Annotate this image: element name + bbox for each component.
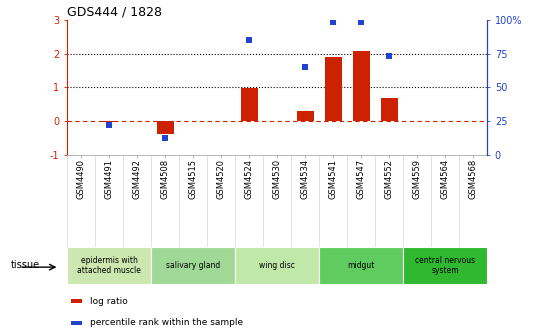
Text: GDS444 / 1828: GDS444 / 1828 <box>67 6 162 19</box>
Text: GSM4492: GSM4492 <box>133 159 142 199</box>
Text: GSM4530: GSM4530 <box>273 159 282 199</box>
Bar <box>325 57 342 121</box>
Text: percentile rank within the sample: percentile rank within the sample <box>90 318 244 327</box>
Text: GSM4491: GSM4491 <box>105 159 114 199</box>
Text: salivary gland: salivary gland <box>166 261 220 270</box>
Text: midgut: midgut <box>348 261 375 270</box>
Text: tissue: tissue <box>11 260 40 270</box>
Bar <box>353 51 370 121</box>
Bar <box>151 247 235 284</box>
Text: GSM4568: GSM4568 <box>469 159 478 200</box>
Text: log ratio: log ratio <box>90 297 128 306</box>
Text: GSM4520: GSM4520 <box>217 159 226 199</box>
Text: GSM4490: GSM4490 <box>77 159 86 199</box>
Text: central nervous
system: central nervous system <box>415 256 475 275</box>
Text: GSM4541: GSM4541 <box>329 159 338 199</box>
Bar <box>157 121 174 134</box>
Bar <box>319 247 403 284</box>
Bar <box>72 299 82 303</box>
Bar <box>235 247 319 284</box>
Text: wing disc: wing disc <box>259 261 295 270</box>
Bar <box>67 247 151 284</box>
Bar <box>381 98 398 121</box>
Bar <box>403 247 487 284</box>
Text: GSM4524: GSM4524 <box>245 159 254 199</box>
Text: GSM4547: GSM4547 <box>357 159 366 199</box>
Text: GSM4508: GSM4508 <box>161 159 170 199</box>
Bar <box>101 121 118 122</box>
Bar <box>297 111 314 121</box>
Text: GSM4559: GSM4559 <box>413 159 422 199</box>
Text: GSM4534: GSM4534 <box>301 159 310 199</box>
Bar <box>72 321 82 325</box>
Text: epidermis with
attached muscle: epidermis with attached muscle <box>77 256 141 275</box>
Text: GSM4515: GSM4515 <box>189 159 198 199</box>
Text: GSM4552: GSM4552 <box>385 159 394 199</box>
Bar <box>241 88 258 121</box>
Text: GSM4564: GSM4564 <box>441 159 450 199</box>
